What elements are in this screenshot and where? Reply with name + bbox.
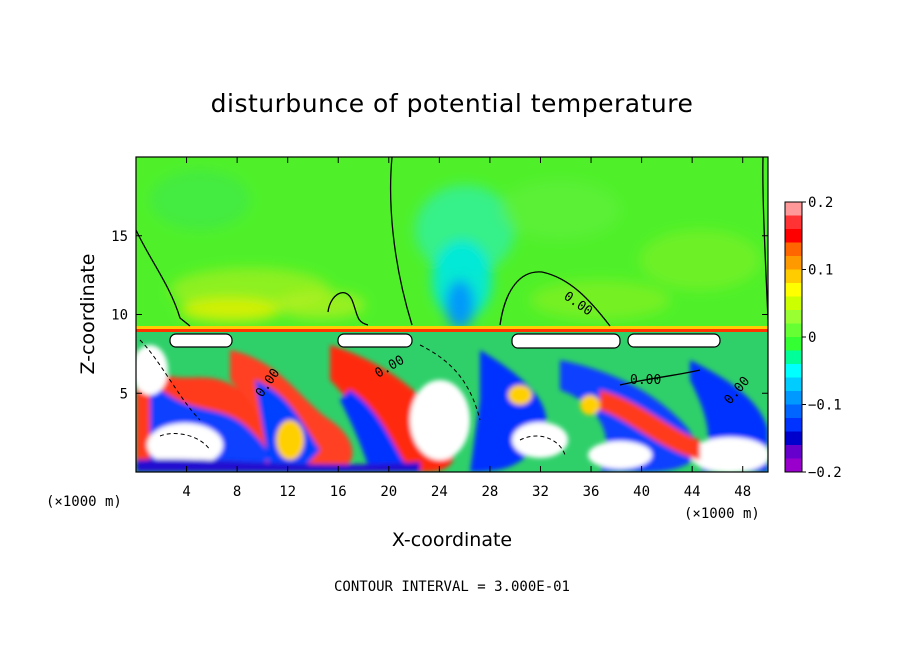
z-axis-ticks: 5 10 15 <box>111 229 768 402</box>
colorbar-swatch <box>785 431 802 446</box>
colorbar-tick-label: −0.1 <box>808 398 842 414</box>
y-axis-label: Z-coordinate <box>77 254 99 375</box>
x-tick-label: 36 <box>583 484 600 500</box>
heatmap-field <box>136 157 768 472</box>
colorbar-swatch <box>785 337 802 351</box>
colorbar-swatch <box>785 256 802 270</box>
colorbar-swatch <box>785 418 802 432</box>
colorbar-tick-label: 0 <box>808 330 816 346</box>
colorbar-swatch <box>785 229 802 243</box>
colorbar-swatch <box>785 350 802 365</box>
x-axis-unit-right: (×1000 m) <box>684 506 760 522</box>
colorbar-swatch <box>785 310 802 324</box>
colorbar-swatch <box>785 377 802 392</box>
x-tick-label: 24 <box>431 484 448 500</box>
colorbar-ticks: 0.2 0.1 0 −0.1 −0.2 <box>802 195 842 481</box>
colorbar-tick-label: 0.2 <box>808 195 833 211</box>
z-tick-label: 5 <box>120 386 128 402</box>
colorbar-swatch <box>785 202 802 216</box>
z-tick-label: 10 <box>111 308 128 324</box>
x-axis-unit-left: (×1000 m) <box>46 494 122 510</box>
x-tick-label: 48 <box>734 484 751 500</box>
contour-interval-note: CONTOUR INTERVAL = 3.000E-01 <box>334 579 570 595</box>
colorbar-swatch <box>785 391 802 405</box>
x-tick-label: 40 <box>633 484 650 500</box>
colorbar-swatch <box>785 445 802 459</box>
colorbar-tick-label: 0.1 <box>808 263 833 279</box>
colorbar-swatch <box>785 269 802 284</box>
x-tick-label: 8 <box>233 484 241 500</box>
x-tick-label: 28 <box>481 484 498 500</box>
colorbar-swatch <box>785 242 802 257</box>
z-tick-label: 15 <box>111 229 128 245</box>
x-axis-ticks: 4 8 12 16 20 24 28 32 36 40 44 48 <box>182 157 751 500</box>
colorbar-swatch <box>785 283 802 297</box>
colorbar-swatch <box>785 404 802 419</box>
colorbar-swatch <box>785 323 802 338</box>
colorbar-swatch <box>785 215 802 230</box>
x-axis-label: X-coordinate <box>392 529 512 551</box>
x-tick-label: 4 <box>182 484 190 500</box>
colorbar-swatch <box>785 364 802 378</box>
x-tick-label: 12 <box>279 484 296 500</box>
x-tick-label: 20 <box>380 484 397 500</box>
x-tick-label: 32 <box>532 484 549 500</box>
contour-label: 0.00 <box>630 373 661 388</box>
colorbar-tick-label: −0.2 <box>808 465 842 481</box>
colorbar-swatch <box>785 458 802 473</box>
x-tick-label: 16 <box>330 484 347 500</box>
colorbar-swatch <box>785 296 802 311</box>
chart-title: disturbunce of potential temperature <box>211 89 694 118</box>
colorbar <box>784 201 803 473</box>
x-tick-label: 44 <box>684 484 701 500</box>
